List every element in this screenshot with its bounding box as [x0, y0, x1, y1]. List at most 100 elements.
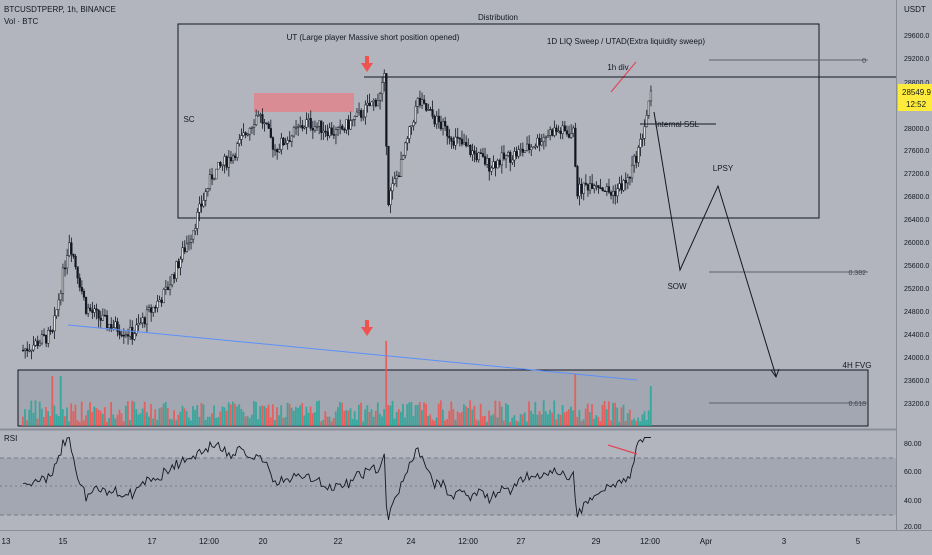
candle-body — [74, 255, 77, 267]
volume-bar — [616, 407, 619, 426]
candle-body — [160, 299, 163, 304]
volume-bar — [486, 421, 488, 426]
candle-body — [502, 152, 506, 160]
candle-body — [595, 185, 598, 187]
candle-body — [427, 109, 430, 111]
candle-body — [570, 133, 573, 138]
volume-bar — [649, 386, 652, 426]
volume-bar — [397, 409, 400, 426]
volume-bar — [605, 409, 608, 426]
div-1h-label: 1h div — [607, 63, 628, 72]
projection-path[interactable] — [653, 111, 777, 377]
candle-body — [91, 310, 94, 313]
candle-body — [586, 184, 590, 191]
volume-bar — [190, 420, 192, 426]
volume-bar — [597, 416, 600, 426]
candle-body — [105, 315, 109, 329]
volume-bar — [334, 411, 337, 426]
candle-body — [250, 126, 254, 129]
volume-bar — [412, 416, 415, 426]
price-tick-label: 25200.0 — [904, 286, 929, 293]
volume-bar — [481, 416, 484, 426]
volume-bar — [219, 411, 222, 426]
volume-bar — [202, 404, 205, 426]
volume-bar — [393, 418, 396, 426]
price-tick-label: 26800.0 — [904, 194, 929, 201]
sc-label: SC — [183, 115, 194, 124]
candle-body — [173, 274, 176, 279]
volume-bar — [456, 411, 459, 426]
candle-body — [498, 160, 501, 166]
candle-body — [99, 317, 102, 321]
candle-body — [131, 326, 134, 340]
candle-body — [147, 307, 151, 311]
candle-body — [402, 155, 405, 160]
ut-supply-zone[interactable] — [254, 93, 354, 112]
candle-body — [397, 175, 401, 178]
candle-body — [483, 156, 487, 165]
candle-body — [469, 144, 472, 155]
volume-bar — [565, 411, 568, 426]
candle-body — [649, 90, 653, 102]
candle-body — [647, 100, 650, 116]
candle-body — [574, 127, 577, 167]
volume-bar — [257, 419, 259, 426]
price-pane[interactable] — [0, 0, 896, 428]
candle-body — [259, 114, 262, 116]
volume-bar — [267, 404, 270, 426]
fib-0-label: 0 — [862, 58, 866, 65]
volume-bar — [628, 409, 631, 426]
candle-body — [565, 130, 569, 135]
candle-body — [410, 125, 413, 128]
volume-trendline[interactable] — [67, 324, 638, 381]
current-price-tag[interactable]: 28549.9 12:52 — [898, 84, 932, 111]
candle-body — [452, 141, 455, 146]
volume-bar — [139, 413, 142, 426]
candle-body — [637, 147, 640, 163]
candle-body — [370, 101, 373, 107]
distribution-range-box[interactable] — [177, 23, 820, 219]
candle-body — [238, 139, 241, 144]
candle-body — [603, 190, 606, 192]
candle-body — [475, 153, 478, 161]
volume-bar — [290, 407, 293, 426]
volume-bar — [198, 416, 201, 426]
volume-bar — [429, 414, 432, 426]
rsi-divergence-line[interactable] — [607, 444, 638, 455]
candle-body — [576, 166, 579, 197]
candle-body — [536, 137, 539, 147]
volume-bar — [421, 410, 423, 426]
volume-bar — [95, 408, 98, 426]
candle-body — [185, 243, 188, 252]
candle-body — [252, 124, 256, 128]
candle-body — [553, 127, 556, 136]
volume-bar — [601, 404, 604, 426]
candle-body — [557, 130, 560, 133]
candle-body — [616, 188, 619, 197]
candle-body — [126, 334, 130, 337]
candle-body — [51, 330, 54, 332]
candle-body — [479, 152, 482, 154]
volume-bar — [414, 404, 417, 426]
candle-body — [641, 138, 644, 140]
volume-bar — [108, 417, 110, 426]
volume-bar — [492, 414, 495, 426]
volume-bar — [309, 406, 312, 426]
volume-bar — [406, 404, 409, 426]
time-axis[interactable]: 13 15 17 12:00 20 22 24 12:00 27 29 12:00 Apr 3 5 — [2, 537, 861, 546]
candle-body — [509, 152, 512, 163]
volume-bar — [177, 414, 180, 426]
volume-bar — [116, 414, 119, 426]
rsi-axis-ticks: 80.00 60.00 40.00 20.00 — [904, 441, 922, 531]
volume-bar — [551, 412, 553, 426]
volume-bar — [395, 411, 398, 426]
volume-line: Vol · BTC — [4, 17, 38, 26]
volume-bar — [322, 419, 325, 426]
candle-body — [200, 203, 203, 207]
volume-bar — [232, 401, 234, 426]
candle-body — [225, 156, 228, 168]
candle-body — [628, 176, 632, 179]
volume-bar — [89, 402, 91, 426]
candle-body — [223, 156, 226, 166]
